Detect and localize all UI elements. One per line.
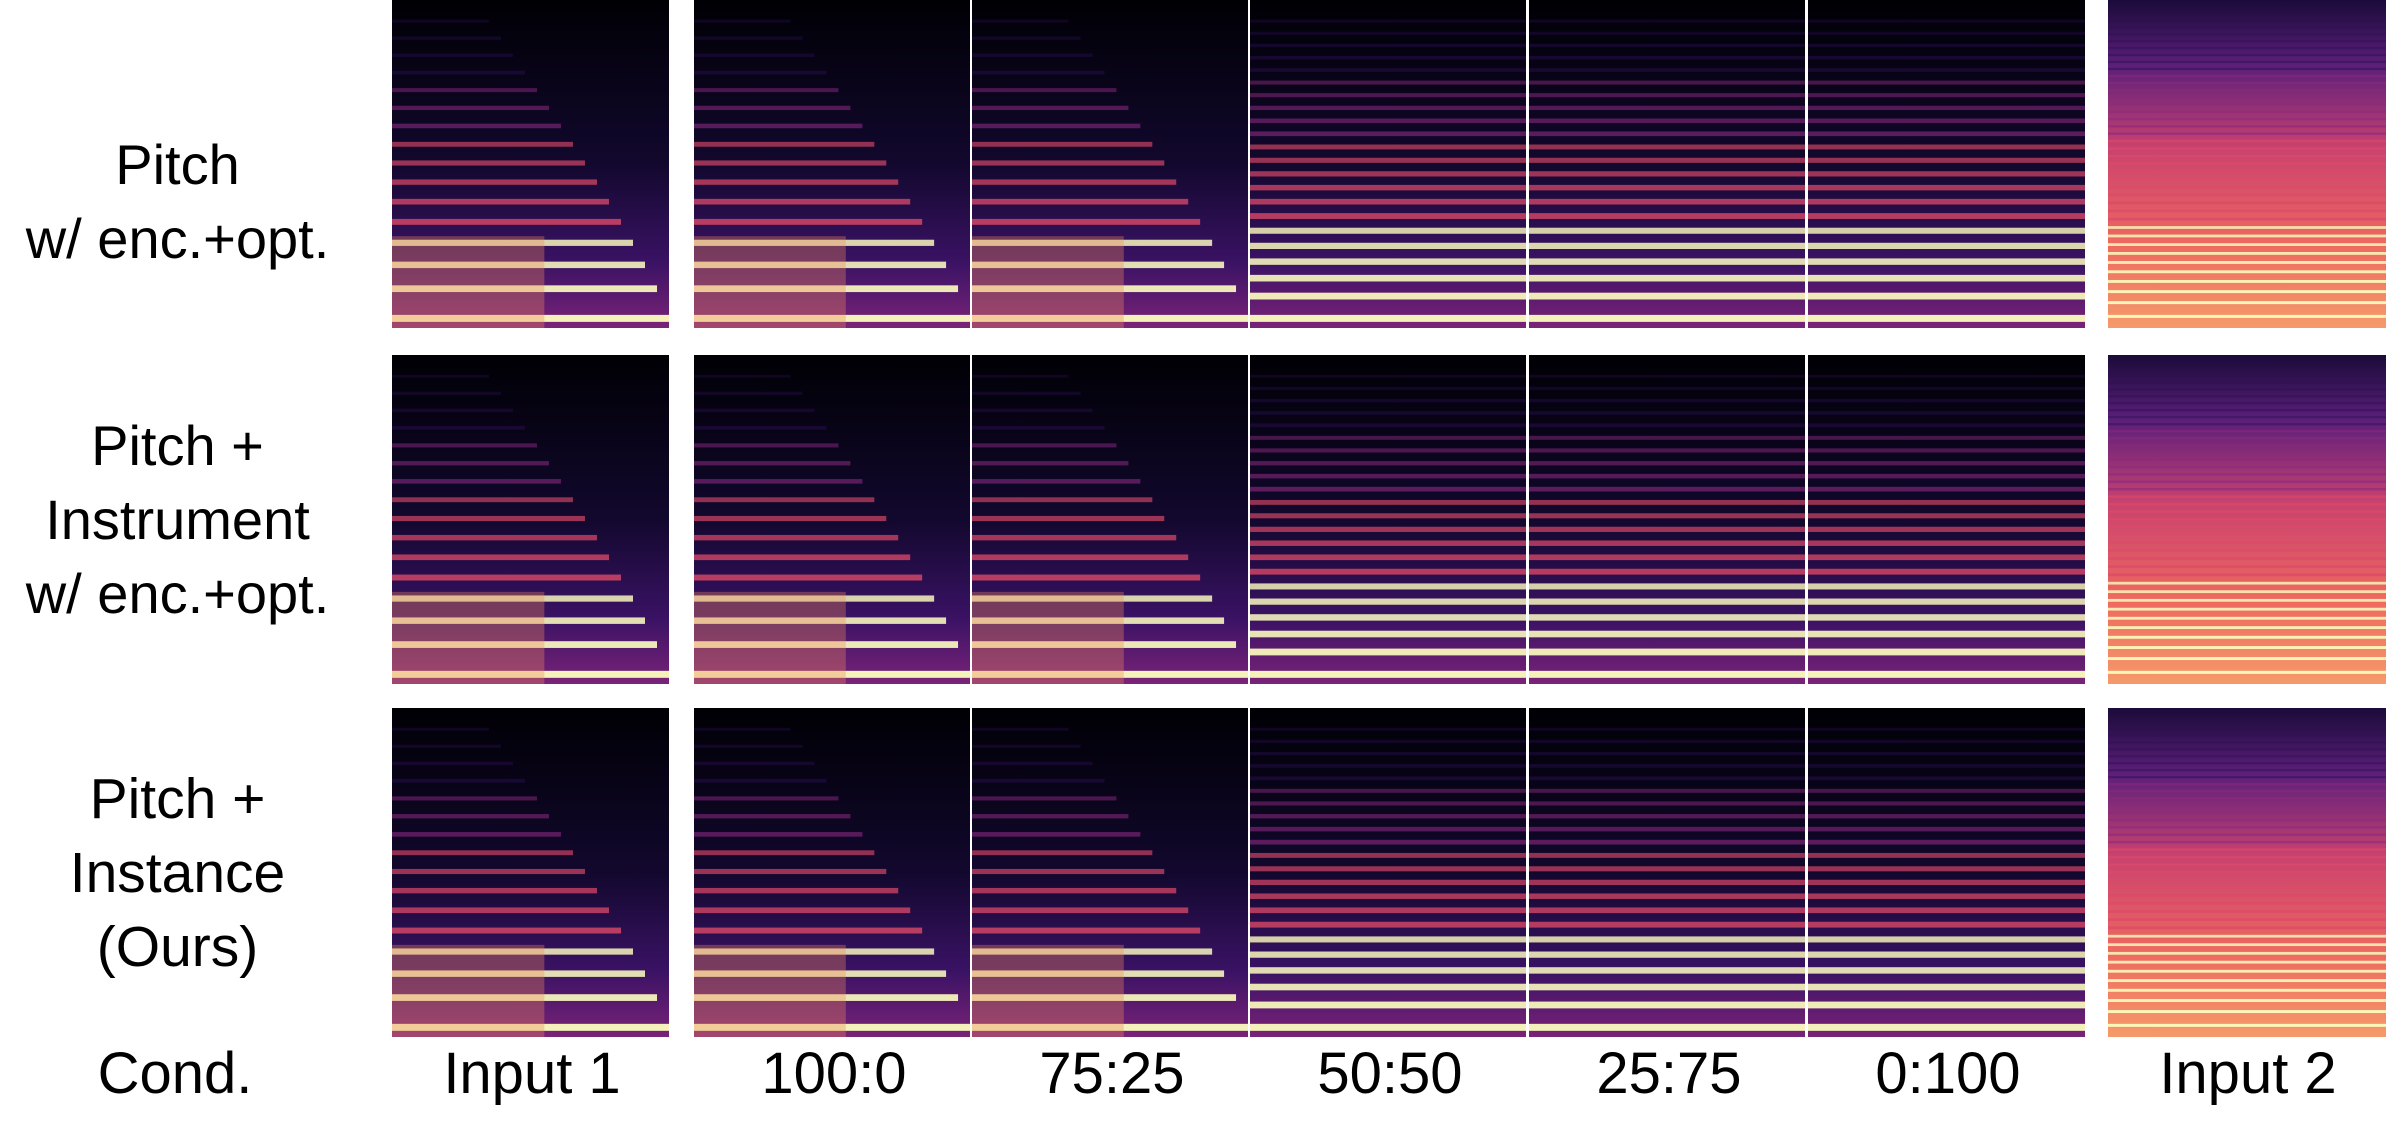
row-label-3: Pitch + Instance (Ours) bbox=[0, 762, 355, 984]
column-label-50-50: 50:50 bbox=[1317, 1041, 1463, 1106]
row-label-3-line-2: Instance bbox=[69, 841, 286, 905]
spectrogram-r1-input-1 bbox=[392, 0, 669, 328]
spectrogram-r2-0-100 bbox=[1808, 355, 2085, 684]
spectrogram-r2-50-50 bbox=[1250, 355, 1526, 684]
spectrogram-r3-75-25 bbox=[972, 708, 1248, 1037]
row-label-1-line-2: w/ enc.+opt. bbox=[25, 207, 330, 270]
spectrogram-r3-0-100 bbox=[1808, 708, 2085, 1037]
spectrogram-r2-input-1 bbox=[392, 355, 669, 684]
row-label-3-line-3: (Ours) bbox=[96, 915, 259, 979]
column-label-0-100: 0:100 bbox=[1875, 1041, 2021, 1106]
spectrogram-r2-100-0 bbox=[694, 355, 970, 684]
spectrogram-r1-25-75 bbox=[1529, 0, 1805, 328]
spectrogram-r3-100-0 bbox=[694, 708, 970, 1037]
spectrogram-r3-input-2 bbox=[2108, 708, 2386, 1037]
spectrogram-r2-75-25 bbox=[972, 355, 1248, 684]
column-label-75-25: 75:25 bbox=[1039, 1041, 1185, 1106]
column-label-25-75: 25:75 bbox=[1596, 1041, 1742, 1106]
row-label-3-line-1: Pitch + bbox=[89, 767, 266, 831]
row-label-2-line-2: Instrument bbox=[45, 488, 310, 551]
cond-label: Cond. bbox=[97, 1041, 253, 1106]
column-label-100-0: 100:0 bbox=[761, 1041, 907, 1106]
column-label-input-1: Input 1 bbox=[443, 1041, 621, 1106]
spectrogram-r2-input-2 bbox=[2108, 355, 2386, 684]
spectrogram-r1-input-2 bbox=[2108, 0, 2386, 328]
spectrogram-r1-100-0 bbox=[694, 0, 970, 328]
row-label-2-line-3: w/ enc.+opt. bbox=[25, 562, 330, 625]
row-label-2: Pitch + Instrument w/ enc.+opt. bbox=[0, 409, 355, 631]
row-label-1: Pitch w/ enc.+opt. bbox=[0, 128, 355, 276]
spectrogram-r1-50-50 bbox=[1250, 0, 1526, 328]
row-label-2-line-1: Pitch + bbox=[91, 414, 264, 477]
column-label-input-2: Input 2 bbox=[2159, 1041, 2337, 1106]
spectrogram-r3-50-50 bbox=[1250, 708, 1526, 1037]
row-label-1-line-1: Pitch bbox=[115, 133, 240, 196]
spectrogram-r1-0-100 bbox=[1808, 0, 2085, 328]
spectrogram-r3-25-75 bbox=[1529, 708, 1805, 1037]
spectrogram-r2-25-75 bbox=[1529, 355, 1805, 684]
spectrogram-r1-75-25 bbox=[972, 0, 1248, 328]
spectrogram-r3-input-1 bbox=[392, 708, 669, 1037]
